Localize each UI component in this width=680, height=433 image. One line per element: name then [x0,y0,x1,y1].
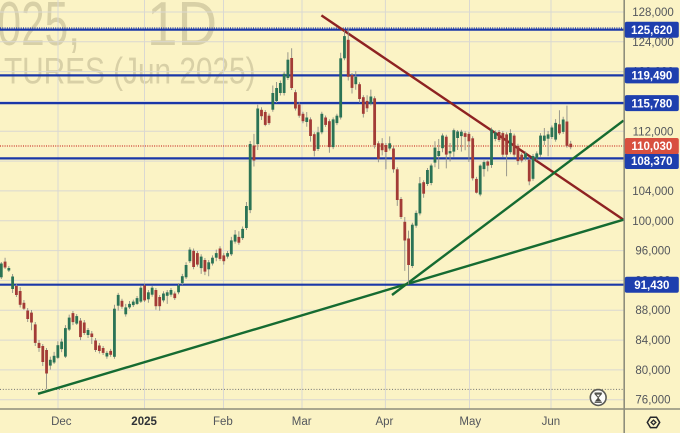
svg-text:108,370: 108,370 [631,156,673,168]
svg-text:2025: 2025 [131,416,157,428]
svg-text:128,000: 128,000 [632,7,674,19]
svg-text:115,780: 115,780 [631,98,672,110]
svg-text:Apr: Apr [375,416,393,428]
svg-text:110,030: 110,030 [631,141,672,153]
svg-text:104,000: 104,000 [632,186,674,198]
svg-text:100,000: 100,000 [632,216,674,228]
svg-text:Dec: Dec [51,416,72,428]
svg-text:Feb: Feb [213,416,233,428]
svg-text:Jun: Jun [542,416,561,428]
svg-text:76,000: 76,000 [635,395,670,407]
svg-text:May: May [459,416,481,428]
svg-text:119,490: 119,490 [631,71,672,83]
svg-text:125,620: 125,620 [631,25,673,37]
svg-text:TURES (Jun 2025): TURES (Jun 2025) [4,50,256,91]
svg-text:84,000: 84,000 [635,335,670,347]
svg-text:124,000: 124,000 [632,37,674,49]
svg-text:88,000: 88,000 [635,305,670,317]
svg-text:91,430: 91,430 [634,280,669,292]
svg-text:112,000: 112,000 [633,126,674,138]
svg-text:80,000: 80,000 [635,365,670,377]
svg-text:Mar: Mar [292,416,312,428]
svg-text:96,000: 96,000 [635,246,670,258]
